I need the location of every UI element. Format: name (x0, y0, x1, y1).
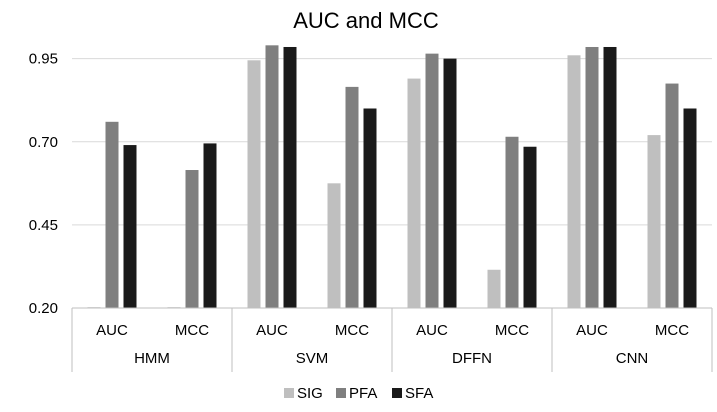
bar-pfa (505, 136, 519, 308)
bar-sig (647, 135, 661, 308)
legend-swatch-pfa (336, 388, 346, 398)
bar-sfa (203, 143, 217, 308)
bar-sig (487, 269, 501, 308)
legend-label: SIG (297, 385, 323, 402)
legend-label: PFA (349, 385, 377, 402)
group-label: SVM (296, 350, 329, 367)
category-label: MCC (175, 322, 209, 339)
bars (87, 45, 697, 309)
category-label: MCC (495, 322, 529, 339)
group-label: DFFN (452, 350, 492, 367)
y-axis-ticks: 0.20 0.45 0.70 0.95 (29, 51, 58, 317)
category-label: MCC (655, 322, 689, 339)
legend-swatch-sig (284, 388, 294, 398)
bar-sfa (443, 58, 457, 308)
group-label: CNN (616, 350, 649, 367)
bar-sig (327, 183, 341, 308)
legend-label: SFA (405, 385, 433, 402)
bar-pfa (665, 83, 679, 308)
bar-sig (247, 60, 261, 308)
bar-pfa (265, 45, 279, 308)
category-label: AUC (96, 322, 128, 339)
bar-pfa (345, 86, 359, 308)
y-tick-label: 0.20 (29, 300, 58, 317)
y-tick-label: 0.45 (29, 217, 58, 234)
y-tick-label: 0.95 (29, 51, 58, 68)
bar-sfa (283, 46, 297, 309)
category-label: MCC (335, 322, 369, 339)
bar-pfa (425, 53, 439, 309)
legend: SIG PFA SFA (284, 385, 433, 402)
category-label: AUC (416, 322, 448, 339)
bar-pfa (105, 121, 119, 308)
y-tick-label: 0.70 (29, 134, 58, 151)
bar-pfa (185, 170, 199, 308)
bar-sfa (603, 46, 617, 309)
bar-sfa (363, 108, 377, 308)
bar-sfa (683, 108, 697, 308)
category-label: AUC (256, 322, 288, 339)
chart-title: AUC and MCC (293, 8, 439, 33)
bar-sig (407, 78, 421, 308)
legend-swatch-sfa (392, 388, 402, 398)
category-axis: AUC MCC AUC MCC AUC MCC AUC MCC HMM SVM DFFN CNN (71, 307, 713, 372)
bar-pfa (585, 46, 599, 309)
category-label: AUC (576, 322, 608, 339)
group-label: HMM (134, 350, 170, 367)
bar-sfa (123, 145, 137, 308)
bar-sfa (523, 146, 537, 308)
bar-sig (567, 55, 581, 308)
